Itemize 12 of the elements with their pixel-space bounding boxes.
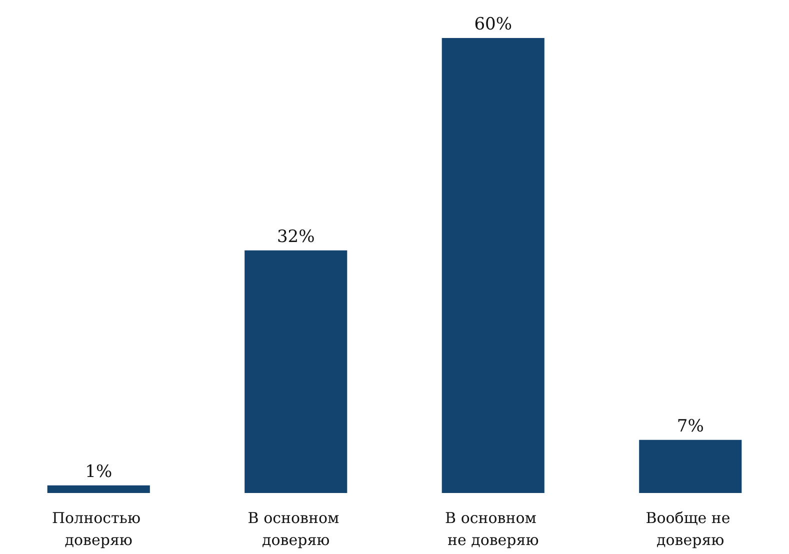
data-label: 60% — [474, 14, 512, 34]
bar — [47, 485, 150, 493]
x-tick-label: Полностью доверяю — [52, 509, 146, 549]
bar — [244, 250, 348, 493]
bar — [442, 38, 544, 493]
x-tick-label: Вообще не доверяю — [646, 509, 736, 549]
bar — [639, 440, 742, 493]
x-tick-label: В основном доверяю — [248, 509, 344, 549]
x-tick-label: В основном не доверяю — [445, 509, 542, 549]
data-label: 32% — [276, 226, 315, 247]
data-label: 1% — [85, 462, 112, 482]
data-label: 7% — [676, 416, 704, 436]
